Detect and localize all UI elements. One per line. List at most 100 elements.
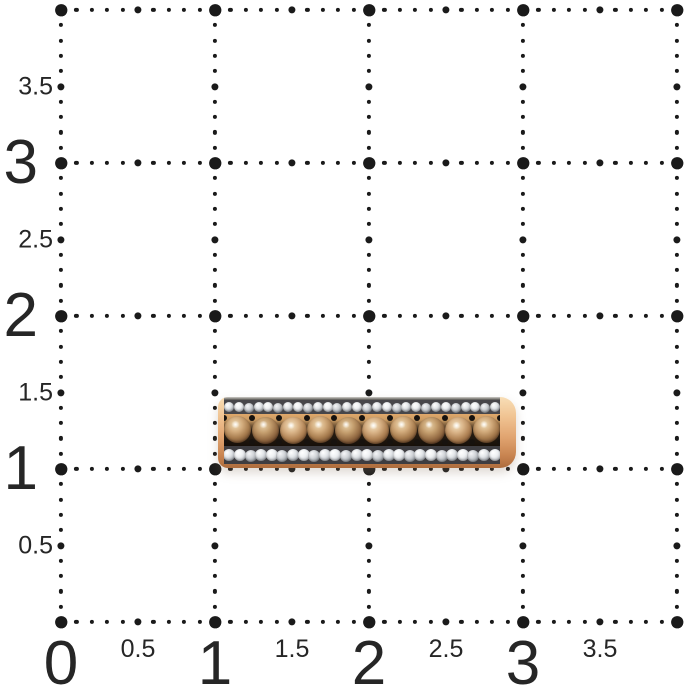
- grid-dot: [365, 82, 373, 91]
- grid-dot: [305, 160, 310, 166]
- grid-dot: [151, 466, 156, 472]
- grid-dot: [305, 313, 310, 319]
- grid-dot: [674, 283, 680, 288]
- champagne-diamond: [389, 416, 417, 443]
- white-diamond: [480, 402, 491, 413]
- grid-dot: [397, 313, 402, 319]
- grid-dot: [89, 7, 94, 13]
- grid-dot: [305, 7, 310, 13]
- grid-dot: [58, 436, 64, 441]
- grid-dot: [182, 160, 187, 166]
- stone-highlight: [286, 421, 296, 429]
- grid-dot: [58, 451, 64, 456]
- grid-dot: [212, 512, 218, 517]
- grid-dot: [58, 405, 64, 410]
- grid-dot: [674, 115, 680, 120]
- white-diamond: [411, 402, 422, 412]
- grid-dot: [58, 344, 64, 349]
- grid-dot: [474, 160, 479, 166]
- grid-dot: [366, 589, 372, 594]
- grid-dot: [55, 310, 67, 322]
- white-diamond: [361, 402, 372, 413]
- grid-dot: [212, 482, 218, 487]
- grid-dot: [366, 359, 372, 364]
- grid-dot: [288, 618, 296, 626]
- black-prong: [359, 415, 365, 421]
- grid-dot: [519, 388, 527, 397]
- grid-dot: [517, 616, 529, 628]
- grid-dot: [397, 7, 402, 13]
- white-diamond: [342, 401, 353, 412]
- grid-dot: [120, 313, 125, 319]
- grid-dot: [366, 298, 372, 303]
- grid-dot: [58, 206, 64, 211]
- grid-dot: [351, 313, 356, 319]
- grid-dot: [520, 344, 526, 349]
- grid-dot: [212, 528, 218, 533]
- grid-dot: [671, 310, 683, 322]
- grid-dot: [674, 359, 680, 364]
- black-prong: [276, 439, 283, 445]
- grid-dot: [58, 130, 64, 135]
- grid-dot: [505, 313, 510, 319]
- grid-dot: [55, 4, 67, 16]
- grid-dot: [674, 482, 680, 487]
- grid-dot: [459, 313, 464, 319]
- grid-dot: [674, 421, 680, 426]
- grid-dot: [212, 176, 218, 181]
- grid-dot: [212, 329, 218, 334]
- grid-dot: [58, 99, 64, 104]
- white-diamond: [450, 402, 461, 413]
- grid-dot: [596, 159, 604, 167]
- grid-dot: [536, 619, 541, 625]
- grid-dot: [58, 176, 64, 181]
- grid-dot: [74, 619, 79, 625]
- grid-dot: [274, 160, 279, 166]
- grid-dot: [228, 313, 233, 319]
- grid-dot: [671, 463, 683, 475]
- grid-dot: [520, 130, 526, 135]
- grid-dot: [644, 160, 649, 166]
- grid-dot: [58, 69, 64, 74]
- ring-top-metal-edge: [224, 397, 500, 400]
- grid-dot: [320, 466, 325, 472]
- grid-dot: [442, 465, 450, 473]
- grid-dot: [428, 313, 433, 319]
- grid-dot: [674, 344, 680, 349]
- champagne-diamond: [472, 416, 500, 443]
- grid-dot: [274, 466, 279, 472]
- grid-dot: [212, 405, 218, 410]
- grid-dot: [58, 329, 64, 334]
- white-diamond: [273, 402, 284, 413]
- grid-dot: [366, 252, 372, 257]
- grid-dot: [674, 375, 680, 380]
- champagne-diamond: [445, 417, 473, 444]
- grid-dot: [151, 619, 156, 625]
- grid-dot: [58, 497, 64, 502]
- grid-dot: [366, 497, 372, 502]
- grid-dot: [209, 157, 221, 169]
- grid-dot: [197, 160, 202, 166]
- grid-dot: [151, 7, 156, 13]
- black-prong: [331, 439, 338, 445]
- grid-dot: [519, 541, 527, 550]
- grid-dot: [474, 466, 479, 472]
- white-diamond: [255, 448, 268, 461]
- grid-dot: [366, 222, 372, 227]
- grid-dot: [674, 176, 680, 181]
- white-diamond: [292, 402, 303, 412]
- y-axis-label-2.5: 2.5: [18, 225, 53, 253]
- black-prong: [224, 415, 227, 421]
- grid-dot: [212, 283, 218, 288]
- grid-dot: [197, 7, 202, 13]
- grid-dot: [212, 53, 218, 58]
- grid-dot: [212, 604, 218, 609]
- grid-dot: [520, 497, 526, 502]
- grid-dot: [505, 466, 510, 472]
- grid-dot: [197, 619, 202, 625]
- grid-dot: [320, 160, 325, 166]
- stone-highlight: [424, 421, 434, 429]
- grid-dot: [228, 7, 233, 13]
